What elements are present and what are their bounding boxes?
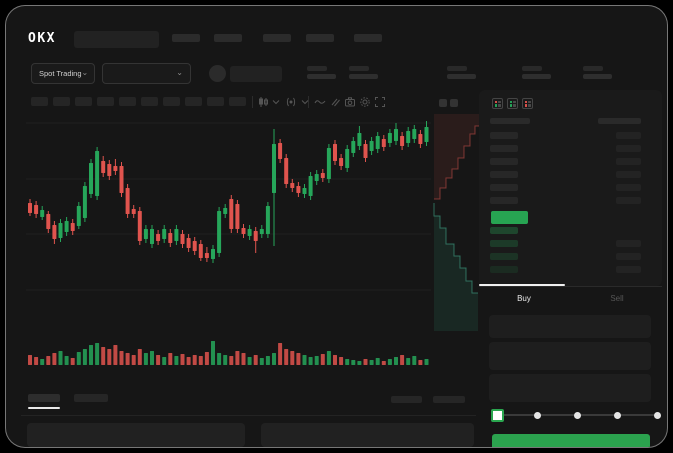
candles-icon[interactable] (257, 96, 269, 108)
bid-amount-skeleton (616, 253, 641, 260)
ask-amount-skeleton (616, 171, 641, 178)
interval-button-skeleton[interactable] (75, 97, 92, 106)
pair-selector[interactable]: ⌄ (102, 63, 191, 84)
slider-stop[interactable] (573, 411, 581, 419)
ask-price-skeleton (490, 132, 518, 139)
ask-price-skeleton (490, 145, 518, 152)
wave-icon[interactable] (314, 96, 326, 108)
ask-amount-skeleton (616, 145, 641, 152)
bottom-tab-active[interactable] (28, 394, 60, 402)
bid-price-skeleton (490, 227, 518, 234)
indicator-icon[interactable] (285, 96, 297, 108)
buy-tab-indicator (479, 284, 565, 286)
chevron-down-icon[interactable] (299, 96, 311, 108)
interval-button-skeleton[interactable] (229, 97, 246, 106)
stat-label-skeleton (522, 66, 542, 71)
okx-logo: OKX (28, 31, 56, 46)
settings-icon[interactable] (359, 96, 371, 108)
chevron-down-icon: ⌄ (81, 67, 89, 77)
nav-item-skeleton[interactable] (306, 34, 334, 42)
stat-value-skeleton (307, 74, 336, 79)
stat-value-skeleton (447, 74, 476, 79)
last-price-badge[interactable] (491, 211, 528, 224)
order-field-skeleton-2[interactable] (489, 342, 651, 370)
asks-only-icon[interactable] (522, 98, 533, 109)
bid-price-skeleton (490, 240, 518, 247)
app-window: OKX Spot Trading ⌄ ⌄ Buy Sell (5, 5, 668, 448)
divider (479, 286, 662, 287)
combined-book-icon[interactable] (492, 98, 503, 109)
nav-item-skeleton[interactable] (263, 34, 291, 42)
interval-button-skeleton[interactable] (119, 97, 136, 106)
search-input[interactable] (74, 31, 159, 48)
interval-button-skeleton[interactable] (97, 97, 114, 106)
chevron-down-icon[interactable] (270, 96, 282, 108)
chevron-down-icon: ⌄ (176, 67, 183, 77)
camera-icon[interactable] (344, 96, 356, 108)
bottom-block-skeleton (27, 423, 245, 447)
divider (252, 96, 253, 108)
ask-amount-skeleton (616, 132, 641, 139)
bottom-action-pill[interactable] (391, 396, 422, 403)
ask-price-skeleton (490, 197, 518, 204)
bid-amount-skeleton (616, 266, 641, 273)
market-type-selector[interactable]: Spot Trading ⌄ (31, 63, 95, 84)
pair-name-skeleton (230, 66, 282, 82)
divider (21, 415, 476, 416)
bid-price-skeleton (490, 266, 518, 273)
nav-item-skeleton[interactable] (354, 34, 382, 42)
fullscreen-icon[interactable] (374, 96, 386, 108)
interval-button-skeleton[interactable] (207, 97, 224, 106)
interval-button-skeleton[interactable] (31, 97, 48, 106)
tab-buy[interactable]: Buy (517, 294, 531, 303)
ask-price-skeleton (490, 158, 518, 165)
divider (308, 96, 309, 108)
order-field-skeleton-1[interactable] (489, 315, 651, 338)
panel-toggle-icon[interactable] (439, 99, 447, 107)
stat-label-skeleton (447, 66, 467, 71)
buy-submit-button[interactable] (492, 434, 650, 447)
bottom-block-skeleton (261, 423, 474, 447)
ask-price-skeleton (490, 184, 518, 191)
ask-amount-skeleton (616, 197, 641, 204)
slider-stop[interactable] (653, 411, 661, 419)
panel-toggle-icon[interactable] (450, 99, 458, 107)
stat-value-skeleton (583, 74, 612, 79)
stat-value-skeleton (522, 74, 551, 79)
slider-handle[interactable] (491, 409, 504, 422)
active-tab-underline (28, 407, 60, 409)
interval-button-skeleton[interactable] (53, 97, 70, 106)
bottom-action-pill[interactable] (433, 396, 465, 403)
stat-value-skeleton (349, 74, 378, 79)
bid-price-skeleton (490, 253, 518, 260)
bottom-tab[interactable] (74, 394, 108, 402)
stat-label-skeleton (583, 66, 603, 71)
tab-sell[interactable]: Sell (610, 294, 624, 303)
ask-amount-skeleton (616, 158, 641, 165)
interval-button-skeleton[interactable] (141, 97, 158, 106)
nav-item-skeleton[interactable] (214, 34, 242, 42)
book-header-skeleton (490, 118, 530, 124)
slider-stop[interactable] (533, 411, 541, 419)
interval-button-skeleton[interactable] (163, 97, 180, 106)
pair-avatar (209, 65, 226, 82)
ask-price-skeleton (490, 171, 518, 178)
stat-label-skeleton (349, 66, 369, 71)
brush-icon[interactable] (329, 96, 341, 108)
interval-button-skeleton[interactable] (185, 97, 202, 106)
bid-amount-skeleton (616, 240, 641, 247)
market-type-label: Spot Trading (39, 69, 82, 78)
book-header-skeleton (598, 118, 641, 124)
nav-item-skeleton[interactable] (172, 34, 200, 42)
stat-label-skeleton (307, 66, 327, 71)
order-field-skeleton-3[interactable] (489, 374, 651, 402)
bids-only-icon[interactable] (507, 98, 518, 109)
slider-stop[interactable] (613, 411, 621, 419)
ask-amount-skeleton (616, 184, 641, 191)
